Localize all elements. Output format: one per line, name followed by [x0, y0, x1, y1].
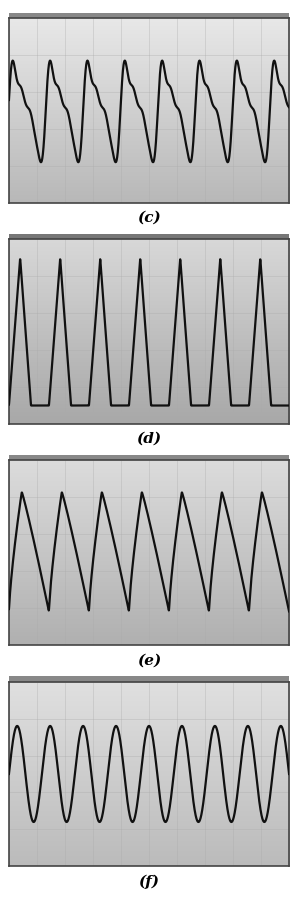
Text: (c): (c)	[137, 210, 161, 225]
Text: (d): (d)	[136, 432, 162, 445]
Text: (f): (f)	[139, 874, 159, 887]
Text: (e): (e)	[137, 652, 161, 667]
